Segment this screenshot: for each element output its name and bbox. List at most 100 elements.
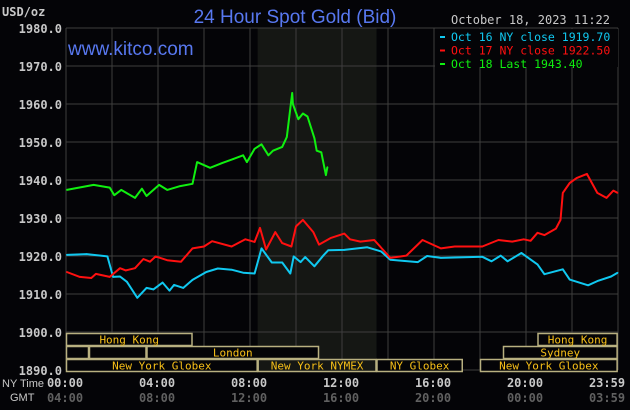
data-point bbox=[145, 195, 148, 197]
data-point bbox=[142, 258, 145, 260]
data-point bbox=[610, 275, 612, 278]
data-point bbox=[203, 245, 205, 248]
data-point bbox=[191, 183, 194, 185]
data-point bbox=[562, 192, 564, 194]
x-tick-ny: 08:00 bbox=[231, 376, 267, 390]
data-point bbox=[168, 289, 171, 292]
data-point bbox=[152, 288, 155, 291]
data-point bbox=[325, 174, 327, 176]
data-point bbox=[267, 154, 270, 157]
data-point bbox=[134, 197, 136, 199]
legend-box bbox=[435, 29, 618, 67]
data-point bbox=[281, 261, 284, 264]
x-tick-ny: 20:00 bbox=[507, 376, 543, 390]
data-point bbox=[490, 260, 493, 263]
x-tick-ny: 16:00 bbox=[415, 376, 451, 390]
session-label: London bbox=[213, 347, 253, 360]
y-axis-unit: USD/oz bbox=[2, 5, 45, 19]
data-point bbox=[587, 284, 589, 287]
series-line-3 bbox=[66, 92, 329, 199]
data-point bbox=[322, 254, 325, 257]
data-point bbox=[134, 267, 136, 269]
data-point bbox=[616, 271, 619, 274]
data-point bbox=[253, 148, 256, 150]
data-point bbox=[182, 287, 185, 289]
data-point bbox=[586, 173, 588, 175]
data-point bbox=[292, 255, 295, 258]
data-point bbox=[304, 256, 307, 258]
data-point bbox=[141, 187, 143, 190]
x-tick-gmt: 12:00 bbox=[231, 391, 267, 405]
session-box bbox=[88, 345, 147, 360]
data-point bbox=[158, 184, 160, 186]
legend-entry: Oct 16 NY close 1919.70 bbox=[451, 30, 610, 44]
data-point bbox=[149, 260, 151, 263]
y-tick-label: 1950.0 bbox=[19, 136, 62, 150]
data-point bbox=[380, 250, 382, 253]
session-label: Hong Kong bbox=[99, 334, 159, 347]
y-tick-label: 1970.0 bbox=[19, 60, 62, 74]
session-label: New York NYMEX bbox=[271, 360, 364, 373]
data-point bbox=[313, 265, 316, 268]
data-point bbox=[568, 182, 571, 184]
data-point bbox=[166, 259, 168, 261]
session-box bbox=[65, 332, 193, 347]
session-box bbox=[537, 332, 618, 347]
data-point bbox=[612, 189, 615, 192]
x-tick-gmt: 20:00 bbox=[415, 391, 451, 405]
data-point bbox=[536, 232, 539, 234]
data-point bbox=[312, 231, 315, 233]
data-point bbox=[349, 238, 351, 241]
data-point bbox=[329, 237, 332, 239]
data-point bbox=[260, 143, 263, 146]
data-point bbox=[126, 281, 128, 283]
data-point bbox=[497, 239, 500, 241]
legend-swatch bbox=[440, 49, 445, 52]
session-box bbox=[257, 358, 377, 373]
data-point bbox=[295, 225, 297, 228]
data-point bbox=[242, 154, 244, 157]
x-tick-ny: 04:00 bbox=[139, 376, 175, 390]
data-point bbox=[154, 255, 157, 258]
y-tick-label: 1960.0 bbox=[19, 98, 62, 112]
data-point bbox=[306, 115, 309, 118]
data-point bbox=[568, 278, 571, 281]
data-point bbox=[326, 166, 329, 168]
data-point bbox=[536, 263, 539, 266]
data-point bbox=[260, 247, 263, 250]
x-axis-ny-label: NY Time bbox=[2, 378, 44, 390]
data-point bbox=[253, 241, 256, 243]
x-tick-gmt: 04:00 bbox=[47, 391, 83, 405]
data-point bbox=[191, 279, 194, 281]
data-point bbox=[281, 146, 284, 148]
data-point bbox=[426, 255, 428, 257]
session-label: New York Globex bbox=[499, 360, 599, 373]
data-point bbox=[211, 240, 213, 242]
data-point bbox=[108, 186, 111, 189]
data-point bbox=[555, 227, 557, 230]
data-point bbox=[232, 158, 234, 160]
data-point bbox=[230, 268, 233, 271]
session-box bbox=[479, 358, 618, 373]
data-point bbox=[246, 161, 248, 163]
data-point bbox=[373, 239, 376, 241]
data-point bbox=[65, 189, 68, 191]
data-point bbox=[562, 268, 564, 271]
x-axis-gmt-label: GMT bbox=[10, 392, 35, 404]
data-point bbox=[196, 161, 198, 163]
session-label: Sydney bbox=[540, 347, 580, 360]
data-point bbox=[522, 238, 525, 241]
x-tick-gmt: 16:00 bbox=[323, 391, 359, 405]
data-point bbox=[113, 194, 116, 196]
data-point bbox=[343, 249, 346, 251]
data-point bbox=[242, 271, 244, 274]
x-tick-ny: 23:59 bbox=[589, 376, 625, 390]
data-point bbox=[440, 257, 442, 259]
data-point bbox=[120, 189, 122, 191]
data-point bbox=[511, 240, 513, 243]
data-point bbox=[389, 259, 392, 261]
data-point bbox=[302, 112, 304, 115]
data-point bbox=[65, 254, 68, 256]
legend-entry: Oct 17 NY close 1922.50 bbox=[451, 44, 610, 58]
